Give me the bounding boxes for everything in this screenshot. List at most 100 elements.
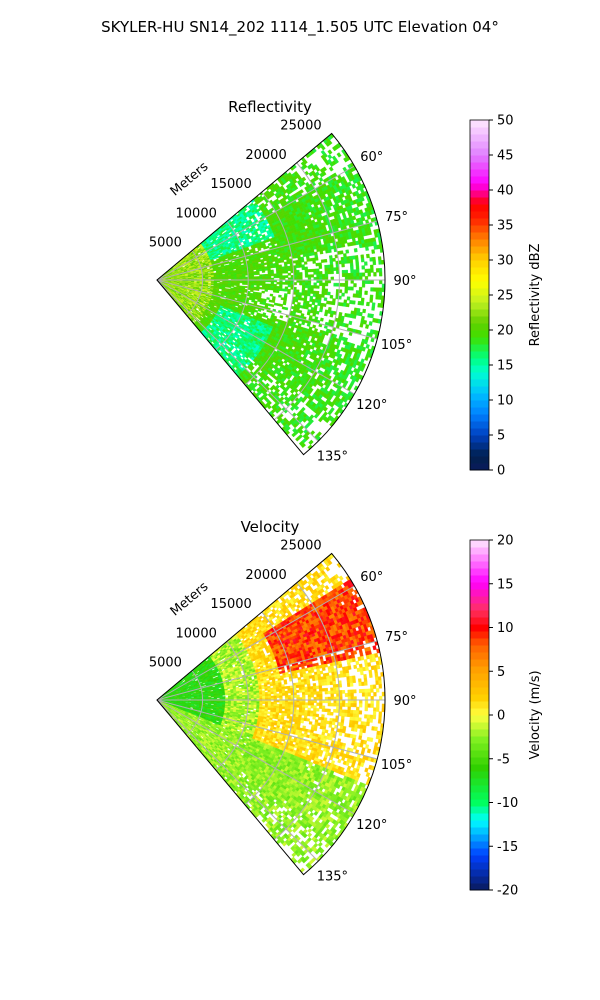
radar-gate — [267, 273, 272, 277]
radar-gate — [347, 286, 351, 291]
radar-gate — [207, 286, 211, 288]
radar-gate — [279, 303, 284, 307]
radar-gate — [369, 294, 374, 300]
radar-gate — [355, 262, 360, 267]
radar-gate — [196, 275, 200, 277]
radar-gate — [270, 281, 274, 285]
radar-gate — [360, 258, 365, 263]
radar-gate — [364, 279, 369, 284]
radar-gate — [275, 290, 280, 294]
radar-gate — [253, 272, 257, 276]
radar-gate — [331, 301, 336, 306]
radar-gate — [269, 293, 274, 297]
radar-gate — [349, 262, 354, 267]
radar-gate — [367, 230, 372, 236]
radar-gate — [321, 273, 326, 278]
radar-gate — [371, 249, 376, 254]
radar-gate — [261, 290, 265, 294]
radar-gate — [359, 323, 364, 328]
radar-gate — [319, 273, 323, 278]
radar-gate — [296, 269, 300, 273]
radar-gate — [371, 302, 376, 307]
radar-gate — [364, 268, 369, 273]
radar-gate — [318, 262, 322, 267]
radar-gate — [367, 272, 371, 277]
radar-gate — [299, 282, 303, 286]
radar-gate — [287, 272, 292, 276]
radar-gate — [257, 259, 262, 263]
radar-gate — [301, 266, 306, 271]
radar-gate — [358, 311, 363, 317]
radar-gate — [355, 269, 360, 274]
radar-gate — [306, 311, 311, 316]
radar-gate — [327, 270, 331, 275]
radar-gate — [333, 267, 337, 272]
radar-gate — [350, 266, 354, 271]
radar-gate — [312, 293, 317, 297]
radar-gate — [311, 301, 316, 306]
radar-gate — [327, 267, 331, 272]
radar-gate — [207, 284, 212, 286]
radar-gate — [315, 262, 320, 267]
radar-gate — [363, 319, 368, 325]
radar-gate — [319, 317, 324, 322]
radar-gate — [238, 291, 242, 294]
radar-gate — [256, 281, 260, 284]
radar-gate — [185, 277, 189, 279]
radar-gate — [221, 271, 226, 274]
radar-gate — [375, 291, 380, 296]
radar-gate — [324, 291, 328, 296]
radar-gate — [366, 301, 370, 307]
radar-gate — [318, 265, 323, 269]
radar-gate — [261, 270, 266, 273]
radar-gate — [258, 233, 263, 237]
radar-gate — [272, 289, 277, 293]
radar-gate — [216, 280, 220, 283]
radar-gate — [327, 249, 332, 254]
radar-gate — [284, 288, 289, 292]
radar-gate — [378, 267, 383, 273]
radar-gate — [307, 269, 311, 273]
radar-gate — [240, 261, 244, 264]
radar-gate — [233, 283, 237, 286]
radar-gate — [301, 289, 306, 294]
radar-gate — [372, 237, 377, 243]
radar-gate — [301, 264, 305, 268]
radar-gate — [298, 309, 303, 314]
radar-gate — [276, 273, 280, 277]
radar-gate — [320, 259, 325, 263]
radar-gate — [367, 279, 372, 284]
radar-gate — [269, 265, 274, 269]
radar-gate — [328, 255, 333, 260]
radar-gate — [301, 287, 306, 291]
radar-gate — [307, 287, 311, 291]
radar-gate — [281, 288, 286, 292]
radar-gate — [287, 291, 291, 295]
radar-gate — [179, 280, 183, 283]
radar-gate — [232, 267, 237, 270]
radar-gate — [355, 258, 359, 263]
radar-gate — [324, 267, 329, 272]
radar-gate — [318, 177, 324, 182]
radar-gate — [365, 246, 369, 251]
radar-gate — [351, 300, 356, 305]
radar-gate — [262, 274, 266, 277]
panel-title: Reflectivity — [228, 98, 312, 116]
radar-gate — [271, 300, 276, 304]
radar-gate — [312, 260, 316, 264]
radar-gate — [378, 287, 383, 293]
radar-gate — [278, 288, 283, 292]
radar-gate — [327, 264, 331, 269]
radar-gate — [264, 289, 268, 292]
radar-gate — [341, 269, 346, 274]
radar-gate — [300, 297, 305, 301]
radar-gate — [273, 273, 277, 277]
radar-gate — [284, 266, 288, 270]
radar-gate — [355, 290, 360, 295]
radar-gate — [276, 281, 280, 285]
radar-gate — [327, 139, 333, 146]
radar-gate — [372, 241, 377, 246]
radar-gate — [324, 312, 328, 317]
radar-gate — [265, 273, 269, 277]
radar-gate — [273, 285, 277, 289]
